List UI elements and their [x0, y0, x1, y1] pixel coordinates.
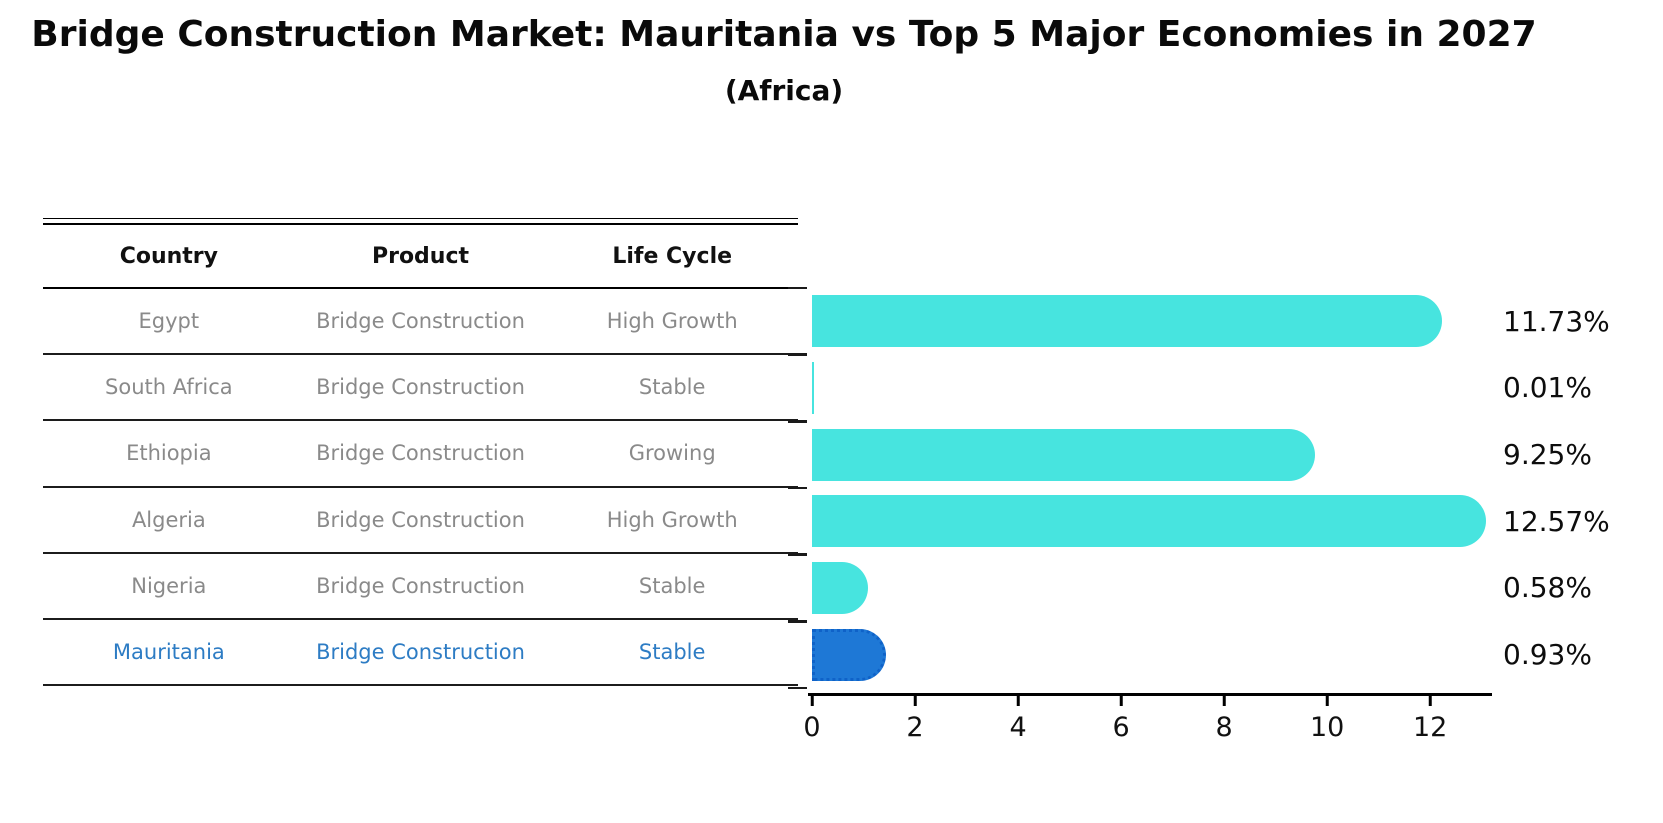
y-axis-tick	[788, 286, 807, 290]
bar-egypt	[812, 295, 1443, 348]
x-axis-line	[808, 693, 1492, 696]
x-axis-tick	[1325, 695, 1329, 706]
cell-life-cycle: Stable	[638, 573, 706, 598]
table-row: Ethiopia Bridge Construction Growing	[43, 421, 798, 488]
x-axis-tick	[913, 695, 917, 706]
cell-country: Mauritania	[112, 640, 225, 665]
bar-value-label: 0.01%	[1503, 371, 1592, 405]
cell-country: Nigeria	[131, 573, 207, 598]
y-axis-tick	[788, 353, 807, 356]
table-top-rule	[43, 218, 798, 225]
x-axis-tick-label: 6	[1112, 712, 1130, 743]
bar-ethiopia	[812, 428, 1315, 481]
x-axis-tick	[810, 695, 814, 706]
chart-title: Bridge Construction Market: Mauritania v…	[31, 14, 1537, 55]
bar-value-label: 0.58%	[1503, 571, 1592, 605]
table-row: South Africa Bridge Construction Stable	[43, 355, 798, 422]
bar-south-africa	[812, 362, 814, 414]
x-axis-tick-label: 8	[1215, 712, 1233, 743]
cell-product: Bridge Construction	[316, 441, 525, 466]
bar-value-label: 0.93%	[1503, 638, 1592, 672]
table-row-mauritania: Mauritania Bridge Construction Stable	[43, 620, 798, 687]
cell-product: Bridge Construction	[316, 375, 525, 400]
y-axis-tick	[788, 553, 807, 556]
table-row: Egypt Bridge Construction High Growth	[43, 289, 798, 356]
x-axis-tick-label: 4	[1009, 712, 1027, 743]
cell-life-cycle: High Growth	[606, 507, 738, 532]
chart-subtitle: (Africa)	[724, 74, 844, 107]
x-axis-tick-label: 0	[803, 712, 821, 743]
bar-value-label: 11.73%	[1503, 304, 1610, 338]
plot-area: 11.73% 0.01% 9.25% 12.57% 0.58% 0.93% 0 …	[788, 286, 1610, 743]
x-axis-tick-label: 10	[1309, 712, 1345, 743]
bar-nigeria	[812, 562, 868, 614]
column-header-product: Product	[371, 243, 470, 269]
table-header-row: Country Product Life Cycle	[43, 225, 798, 289]
column-header-life-cycle: Life Cycle	[612, 243, 733, 269]
cell-product: Bridge Construction	[316, 507, 525, 532]
column-header-country: Country	[119, 243, 218, 269]
cell-life-cycle: High Growth	[606, 309, 738, 334]
x-axis-tick-label: 2	[906, 712, 924, 743]
cell-product: Bridge Construction	[316, 640, 525, 665]
y-axis-tick	[788, 420, 807, 423]
x-axis-tick	[1222, 695, 1226, 706]
bar-value-label: 9.25%	[1503, 438, 1592, 472]
cell-country: South Africa	[105, 375, 233, 400]
cell-life-cycle: Stable	[638, 640, 706, 665]
cell-country: Algeria	[131, 507, 206, 532]
comparison-table: Country Product Life Cycle Egypt Bridge …	[43, 218, 798, 687]
cell-product: Bridge Construction	[316, 309, 525, 334]
y-axis-tick	[788, 686, 807, 690]
cell-country: Ethiopia	[126, 441, 212, 466]
table-row: Nigeria Bridge Construction Stable	[43, 554, 798, 620]
bar-algeria	[812, 495, 1486, 548]
y-axis-tick	[788, 486, 807, 490]
x-axis-tick-label: 12	[1412, 712, 1448, 743]
x-axis-tick	[1016, 695, 1020, 706]
y-axis-tick	[788, 620, 807, 623]
cell-product: Bridge Construction	[316, 573, 525, 598]
bar-value-label: 12.57%	[1503, 504, 1610, 538]
cell-life-cycle: Growing	[628, 441, 716, 466]
cell-life-cycle: Stable	[638, 375, 706, 400]
x-axis-tick	[1428, 695, 1432, 706]
bar-mauritania	[812, 628, 886, 681]
table-row: Algeria Bridge Construction High Growth	[43, 488, 798, 554]
cell-country: Egypt	[138, 309, 200, 334]
x-axis-tick	[1119, 695, 1123, 706]
